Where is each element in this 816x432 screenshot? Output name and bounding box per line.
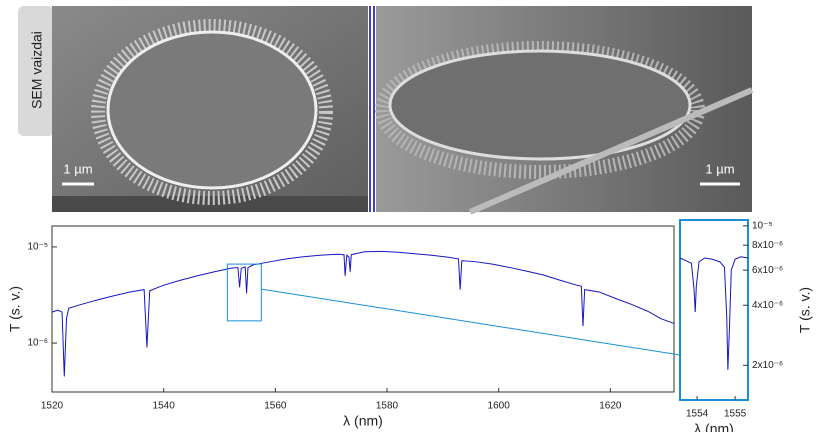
zoom-link — [261, 288, 681, 356]
y-axis-label: T (s. v.) — [7, 286, 23, 332]
zoom-box — [226, 263, 262, 322]
x-axis-label: λ (nm) — [343, 413, 383, 429]
x-axis-label: λ (nm) — [694, 421, 734, 432]
y-tick-label: 10⁻⁶ — [27, 338, 48, 349]
waveguide — [468, 87, 754, 215]
label-tab — [18, 6, 54, 136]
y-tick-label: 10⁻⁵ — [27, 242, 48, 253]
sem-substrate — [52, 196, 368, 212]
scale-label: 1 µm — [63, 161, 92, 176]
y-tick-label: 4x10⁻⁶ — [752, 300, 783, 311]
spectrum-line — [51, 250, 675, 377]
ring-teeth — [91, 19, 333, 205]
x-tick-label: 1600 — [488, 401, 511, 412]
x-tick-label: 1580 — [376, 401, 399, 412]
y-tick-label: 2x10⁻⁶ — [752, 360, 783, 371]
y-axis-label: T (s. v.) — [797, 287, 813, 333]
x-tick-label: 1555 — [724, 409, 747, 420]
ring — [106, 30, 318, 190]
plot-frame — [51, 225, 675, 393]
ring — [388, 49, 692, 161]
x-tick-label: 1540 — [153, 401, 176, 412]
y-tick-label: 8x10⁻⁶ — [752, 240, 783, 251]
sem-label: SEM vaizdai — [29, 31, 45, 109]
scale-label: 1 µm — [705, 161, 734, 176]
x-tick-label: 1560 — [264, 401, 287, 412]
x-tick-label: 1554 — [686, 409, 709, 420]
y-tick-label: 6x10⁻⁶ — [752, 265, 783, 276]
y-tick-label: 10⁻⁵ — [752, 221, 773, 232]
plot-frame — [679, 219, 749, 401]
ring-teeth — [375, 41, 705, 179]
x-tick-label: 1620 — [599, 401, 622, 412]
spectrum-line — [679, 256, 749, 370]
x-tick-label: 1520 — [41, 401, 64, 412]
